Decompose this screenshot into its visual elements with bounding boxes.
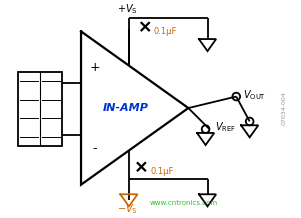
Text: 07034-004: 07034-004	[282, 91, 287, 125]
Text: $-V_{\mathsf{S}}$: $-V_{\mathsf{S}}$	[117, 202, 137, 216]
Text: IN-AMP: IN-AMP	[103, 103, 149, 113]
Text: www.cntronics.com: www.cntronics.com	[150, 200, 218, 206]
Text: $V_{\mathsf{OUT}}$: $V_{\mathsf{OUT}}$	[243, 88, 266, 102]
Text: 0.1μF: 0.1μF	[154, 27, 177, 36]
Text: +: +	[89, 61, 100, 74]
Bar	[18, 72, 62, 146]
Text: $+V_{\mathsf{S}}$: $+V_{\mathsf{S}}$	[117, 2, 137, 16]
Text: -: -	[92, 142, 97, 155]
Text: 0.1μF: 0.1μF	[150, 167, 173, 176]
Text: $V_{\mathsf{REF}}$: $V_{\mathsf{REF}}$	[215, 120, 236, 134]
